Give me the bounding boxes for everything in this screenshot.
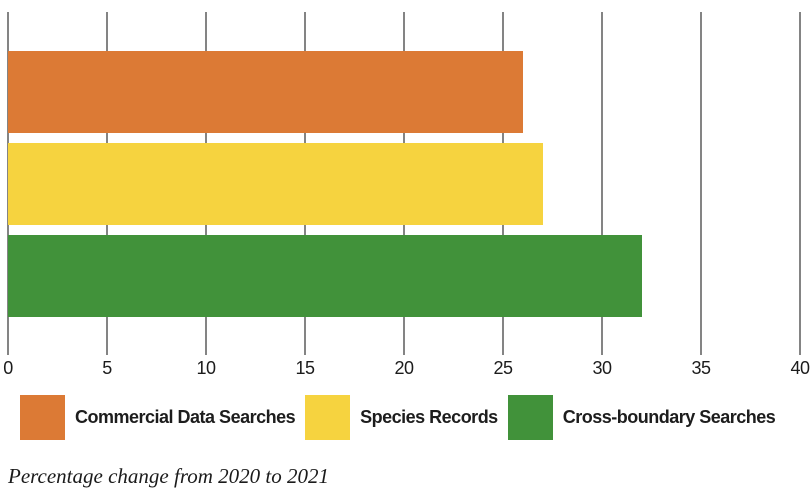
chart-caption: Percentage change from 2020 to 2021 <box>8 464 329 488</box>
x-tick-label-0: 0 <box>3 358 13 378</box>
legend-item-species-records: Species Records <box>305 395 498 440</box>
x-tick-label-25: 25 <box>493 358 513 378</box>
legend-swatch-cross-boundary-searches <box>507 395 553 440</box>
x-tick-label-30: 30 <box>592 358 612 378</box>
legend-item-cross-boundary-searches: Cross-boundary Searches <box>507 395 776 440</box>
x-tick-label-20: 20 <box>394 358 414 378</box>
legend-label-commercial-data-searches: Commercial Data Searches <box>75 407 296 427</box>
legend-label-cross-boundary-searches: Cross-boundary Searches <box>562 407 776 427</box>
bar-species-records <box>8 143 543 225</box>
legend-item-commercial-data-searches: Commercial Data Searches <box>20 395 296 440</box>
x-tick-label-5: 5 <box>102 358 112 378</box>
plot-area <box>7 12 801 355</box>
x-tick-label-40: 40 <box>790 358 810 378</box>
x-tick-label-35: 35 <box>691 358 711 378</box>
gridline-30 <box>601 12 603 355</box>
gridline-35 <box>700 12 702 355</box>
bar-cross-boundary-searches <box>8 235 642 317</box>
x-tick-label-15: 15 <box>295 358 315 378</box>
legend-label-species-records: Species Records <box>360 407 498 427</box>
legend-swatch-species-records <box>305 395 351 440</box>
legend-swatch-commercial-data-searches <box>20 395 65 440</box>
gridline-40 <box>799 12 801 355</box>
x-tick-label-10: 10 <box>196 358 216 378</box>
legend: Commercial Data Searches Species Records C… <box>20 395 776 440</box>
bar-commercial-data-searches <box>8 51 523 133</box>
